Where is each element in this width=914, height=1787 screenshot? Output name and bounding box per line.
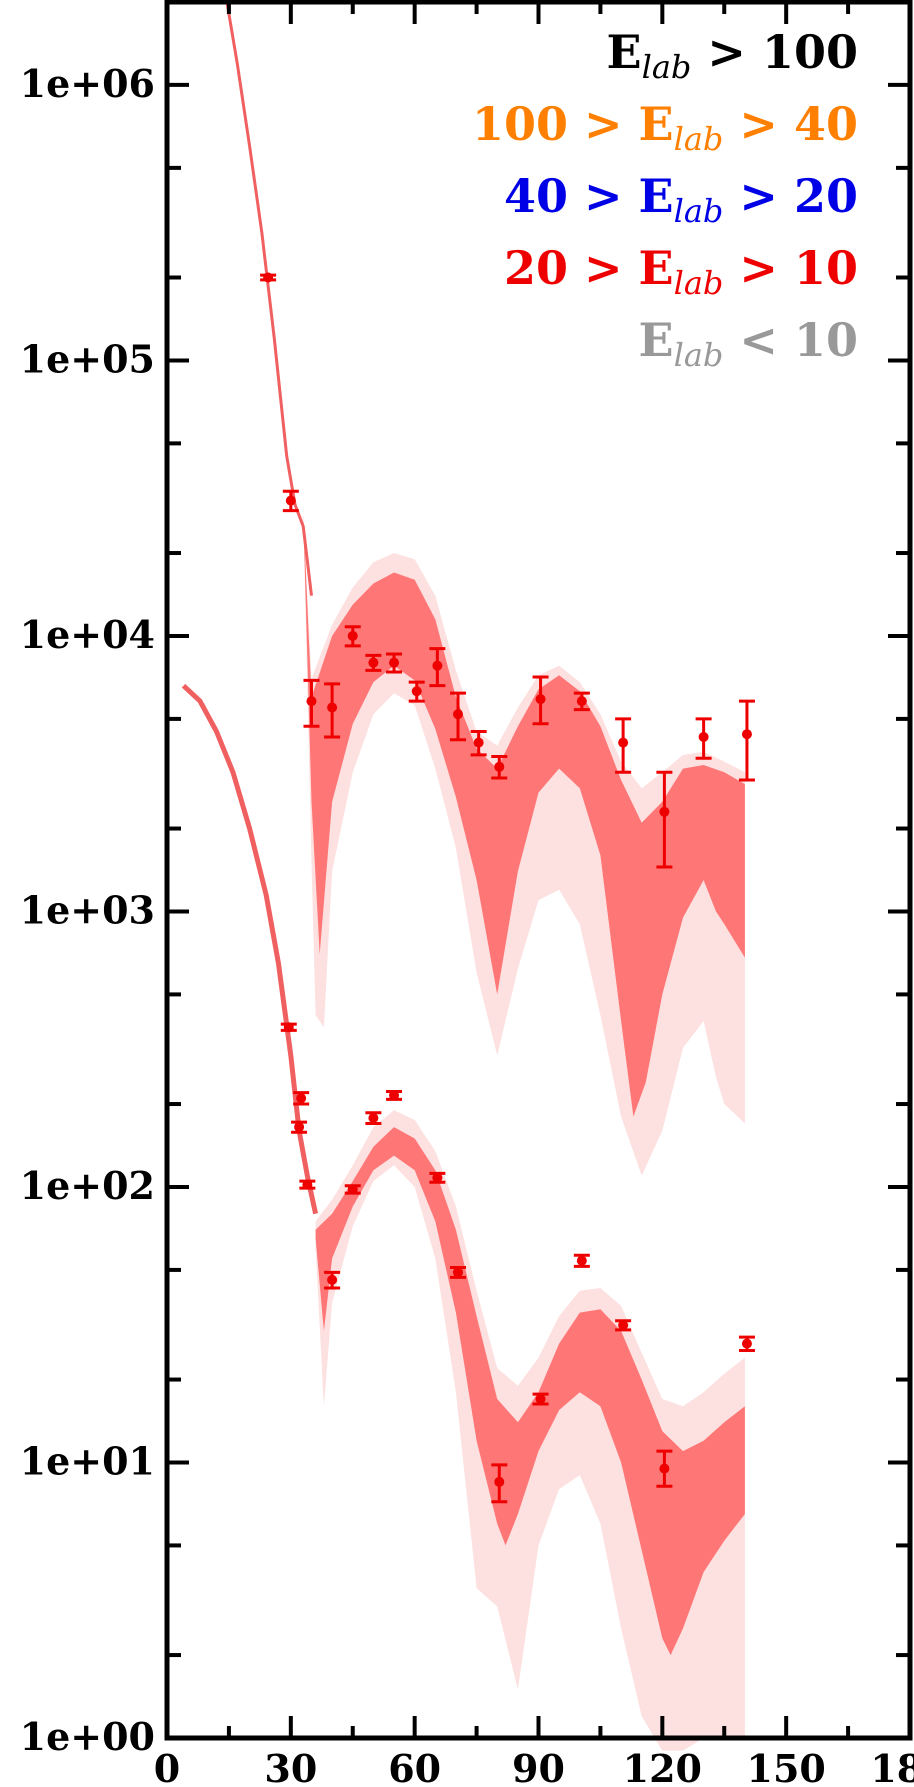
legend-entry: 20 > Elab > 10 (504, 241, 858, 302)
data-point (283, 1022, 294, 1033)
data-point (473, 737, 484, 748)
x-axis-ticks: 0 30 60 90 120 150 180 (154, 2, 914, 1787)
legend-entry: 40 > Elab > 20 (504, 169, 858, 230)
x-tick-label: 30 (264, 1746, 317, 1787)
legend-post: > 20 (723, 169, 858, 223)
x-tick-label: 180 (870, 1746, 914, 1787)
data-point (294, 1122, 305, 1133)
x-tick-label: 120 (623, 1746, 702, 1787)
data-point (741, 1338, 752, 1349)
x-tick-label: 0 (154, 1746, 180, 1787)
legend-subscript: lab (642, 48, 692, 86)
legend-symbol: E (639, 241, 674, 295)
y-tick-label: 1e+00 (20, 1714, 155, 1759)
legend-symbol: E (639, 97, 674, 151)
theory-curve-2 (181, 683, 319, 1215)
legend-symbol: E (639, 169, 674, 223)
data-point (576, 696, 587, 707)
x-tick-label: 90 (512, 1746, 565, 1787)
theory-curves (181, 1, 319, 1215)
legend-entry: 100 > Elab > 40 (472, 97, 858, 158)
data-point (327, 702, 338, 713)
data-point (347, 1184, 358, 1195)
y-tick-label: 1e+04 (20, 612, 155, 657)
data-point (494, 1476, 505, 1487)
data-point (535, 694, 546, 705)
y-tick-label: 1e+02 (20, 1163, 155, 1208)
data-point (432, 1172, 443, 1183)
data-point (741, 729, 752, 740)
legend-subscript: lab (674, 264, 724, 302)
lower-band-inner (315, 1127, 745, 1656)
theory-curve-1 (225, 1, 313, 596)
legend-subscript: lab (674, 336, 724, 374)
legend-post: > 40 (723, 97, 858, 151)
legend-post: > 10 (723, 241, 858, 295)
data-point (368, 657, 379, 668)
data-point (659, 1463, 670, 1474)
data-points (263, 272, 752, 1487)
data-point (306, 696, 317, 707)
y-axis-ticks: 1e+00 1e+01 1e+02 1e+03 1e+04 1e+05 1e+06 (20, 0, 910, 1759)
x-tick-label: 150 (747, 1746, 826, 1787)
data-point (347, 630, 358, 641)
data-point (302, 1179, 313, 1190)
legend-entry: Elab > 100 (607, 25, 858, 86)
legend-symbol: E (607, 25, 642, 79)
data-point (263, 272, 274, 283)
theory-bands (303, 512, 745, 1751)
legend-pre: 40 > (504, 169, 639, 223)
data-point (535, 1393, 546, 1404)
legend-pre: 20 > (504, 241, 639, 295)
y-tick-label: 1e+06 (20, 61, 155, 106)
y-tick-label: 1e+05 (20, 336, 155, 381)
y-tick-label: 1e+03 (20, 887, 155, 932)
data-point (494, 761, 505, 772)
data-point (389, 1090, 400, 1101)
data-point (389, 657, 400, 668)
data-point (453, 709, 464, 720)
data-point (453, 1267, 464, 1278)
upper-band-inner (303, 512, 745, 1117)
data-point (659, 806, 670, 817)
legend-post: > 100 (691, 25, 858, 79)
data-point (327, 1274, 338, 1285)
data-point (285, 495, 296, 506)
data-point (698, 731, 709, 742)
data-point (296, 1093, 307, 1104)
data-point (576, 1255, 587, 1266)
data-point (432, 660, 443, 671)
legend-subscript: lab (674, 120, 724, 158)
data-point (618, 1320, 629, 1331)
data-point (368, 1112, 379, 1123)
data-point (618, 737, 629, 748)
legend-symbol: E (639, 313, 674, 367)
legend: Elab > 100 100 > Elab > 40 40 > Elab > 20 2… (472, 25, 858, 374)
y-tick-label: 1e+01 (20, 1438, 155, 1483)
legend-subscript: lab (674, 192, 724, 230)
legend-post: < 10 (723, 313, 858, 367)
legend-pre: 100 > (472, 97, 639, 151)
legend-entry: Elab < 10 (639, 313, 858, 374)
x-tick-label: 60 (388, 1746, 441, 1787)
data-point (411, 686, 422, 697)
